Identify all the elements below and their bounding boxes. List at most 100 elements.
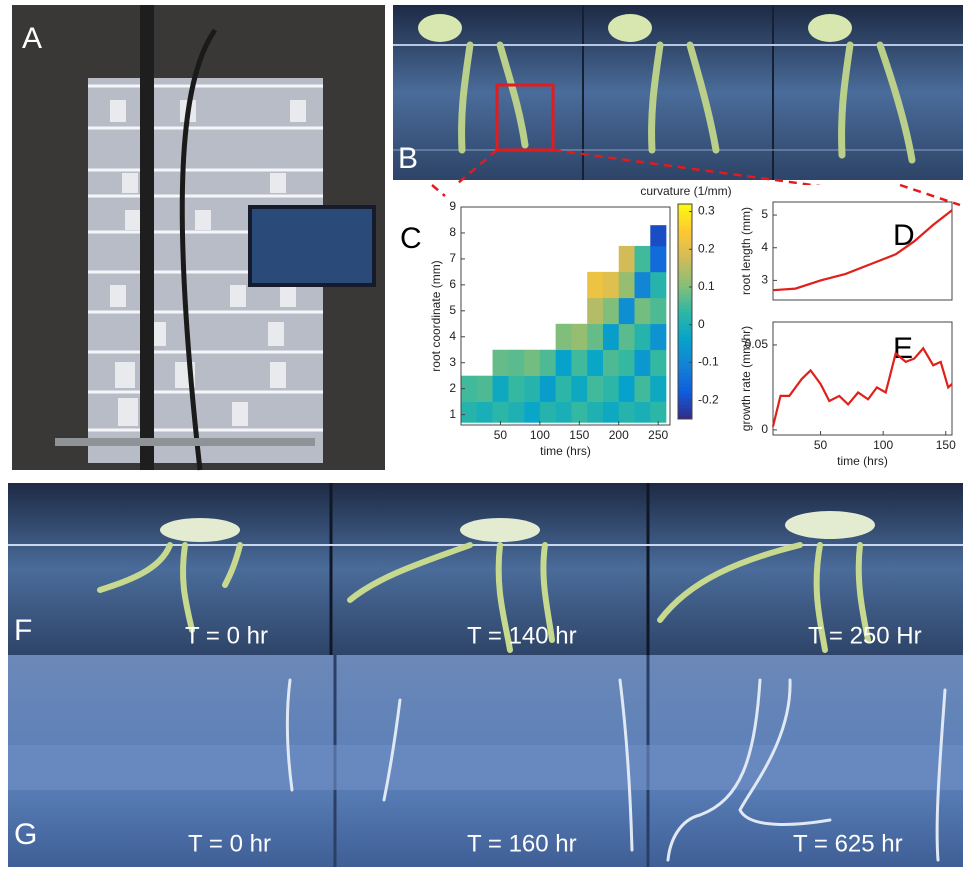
x-axis-label: time (hrs): [540, 444, 591, 458]
colorbar-segment: [678, 254, 692, 258]
heatmap-cell: [650, 272, 666, 298]
colorbar-tick-label: -0.1: [698, 355, 719, 369]
heatmap-cell: [477, 376, 493, 402]
colorbar-segment: [678, 329, 692, 333]
heatmap-cell: [619, 350, 635, 376]
colorbar-segment: [678, 351, 692, 355]
colorbar-segment: [678, 333, 692, 337]
colorbar-segment: [678, 358, 692, 362]
heatmap-cell: [587, 298, 603, 324]
colorbar-segment: [678, 276, 692, 280]
colorbar-segment: [678, 301, 692, 305]
heatmap-cell: [650, 376, 666, 402]
time-label: T = 625 hr: [793, 830, 903, 857]
colorbar-segment: [678, 355, 692, 359]
colorbar-segment: [678, 365, 692, 369]
heatmap-cell: [556, 324, 572, 350]
heatmap-cell: [587, 272, 603, 298]
colorbar-tick-label: 0.1: [698, 279, 715, 293]
heatmap-cell: [635, 376, 651, 402]
colorbar-segment: [678, 218, 692, 222]
colorbar-segment: [678, 387, 692, 391]
heatmap-cell: [650, 350, 666, 376]
heatmap-cell: [493, 376, 509, 402]
y-tick-label: 5: [761, 207, 768, 221]
colorbar-segment: [678, 408, 692, 412]
x-axis-label: time (hrs): [837, 454, 888, 468]
y-tick-label: 4: [761, 240, 768, 254]
heatmap-cell: [635, 324, 651, 350]
colorbar-segment: [678, 222, 692, 226]
colorbar-segment: [678, 294, 692, 298]
x-tick-label: 250: [648, 428, 668, 442]
heatmap-cell: [603, 376, 619, 402]
y-tick-label: 6: [449, 277, 456, 291]
colorbar-segment: [678, 290, 692, 294]
heatmap-cell: [603, 402, 619, 423]
colorbar-segment: [678, 372, 692, 376]
heatmap-cell: [619, 324, 635, 350]
colorbar-segment: [678, 401, 692, 405]
colorbar-segment: [678, 326, 692, 330]
time-label: T = 0 hr: [188, 830, 271, 857]
y-tick-label: 0: [761, 422, 768, 436]
y-axis-label: root coordinate (mm): [429, 260, 443, 371]
panel-label: D: [893, 219, 915, 252]
colorbar-tick-label: 0.3: [698, 204, 715, 218]
colorbar-segment: [678, 258, 692, 262]
heatmap-cell: [650, 225, 666, 246]
colorbar-label: curvature (1/mm): [640, 184, 731, 198]
time-label: T = 250 Hr: [808, 622, 922, 649]
heatmap-cell: [619, 402, 635, 423]
y-axis-label: growth rate (mm/hr): [739, 326, 753, 431]
x-tick-label: 50: [814, 438, 828, 452]
colorbar-segment: [678, 340, 692, 344]
heatmap-cell: [587, 402, 603, 423]
heatmap-cell: [571, 324, 587, 350]
heatmap-cell: [493, 402, 509, 423]
colorbar-tick-label: 0.2: [698, 241, 715, 255]
photo-b: [393, 5, 963, 180]
figure: A B C D E F G T = 0 hr T = 140 hr T = 25…: [0, 0, 966, 869]
panel-label: A: [22, 22, 42, 55]
colorbar-segment: [678, 240, 692, 244]
colorbar-segment: [678, 308, 692, 312]
x-tick-label: 200: [609, 428, 629, 442]
heatmap-cell: [635, 298, 651, 324]
heatmap-cell: [508, 402, 524, 423]
heatmap-cell: [619, 246, 635, 272]
colorbar-segment: [678, 304, 692, 308]
heatmap-cell: [635, 272, 651, 298]
colorbar-tick-label: 0: [698, 317, 705, 331]
y-tick-label: 7: [449, 251, 456, 265]
x-tick-label: 150: [569, 428, 589, 442]
colorbar-tick-label: -0.2: [698, 392, 719, 406]
x-tick-label: 100: [530, 428, 550, 442]
heatmap-cell: [619, 298, 635, 324]
heatmap-cell: [461, 402, 477, 423]
x-tick-label: 150: [936, 438, 956, 452]
heatmap-cell: [587, 350, 603, 376]
colorbar-segment: [678, 319, 692, 323]
colorbar-segment: [678, 215, 692, 219]
y-tick-label: 3: [449, 355, 456, 369]
colorbar-segment: [678, 283, 692, 287]
colorbar-segment: [678, 412, 692, 416]
colorbar-segment: [678, 394, 692, 398]
heatmap-cell: [587, 376, 603, 402]
heatmap-cell: [571, 350, 587, 376]
y-tick-label: 9: [449, 199, 456, 213]
heatmap-cell: [635, 402, 651, 423]
time-label: T = 140 hr: [467, 622, 577, 649]
colorbar-segment: [678, 279, 692, 283]
colorbar-segment: [678, 398, 692, 402]
photo-a: [12, 5, 385, 470]
heatmap-cell: [556, 402, 572, 423]
heatmap-cell: [540, 402, 556, 423]
heatmap-cell: [556, 350, 572, 376]
colorbar-segment: [678, 251, 692, 255]
heatmap-cell: [493, 350, 509, 376]
colorbar-segment: [678, 380, 692, 384]
heatmap-cell: [635, 350, 651, 376]
time-label: T = 160 hr: [467, 830, 577, 857]
